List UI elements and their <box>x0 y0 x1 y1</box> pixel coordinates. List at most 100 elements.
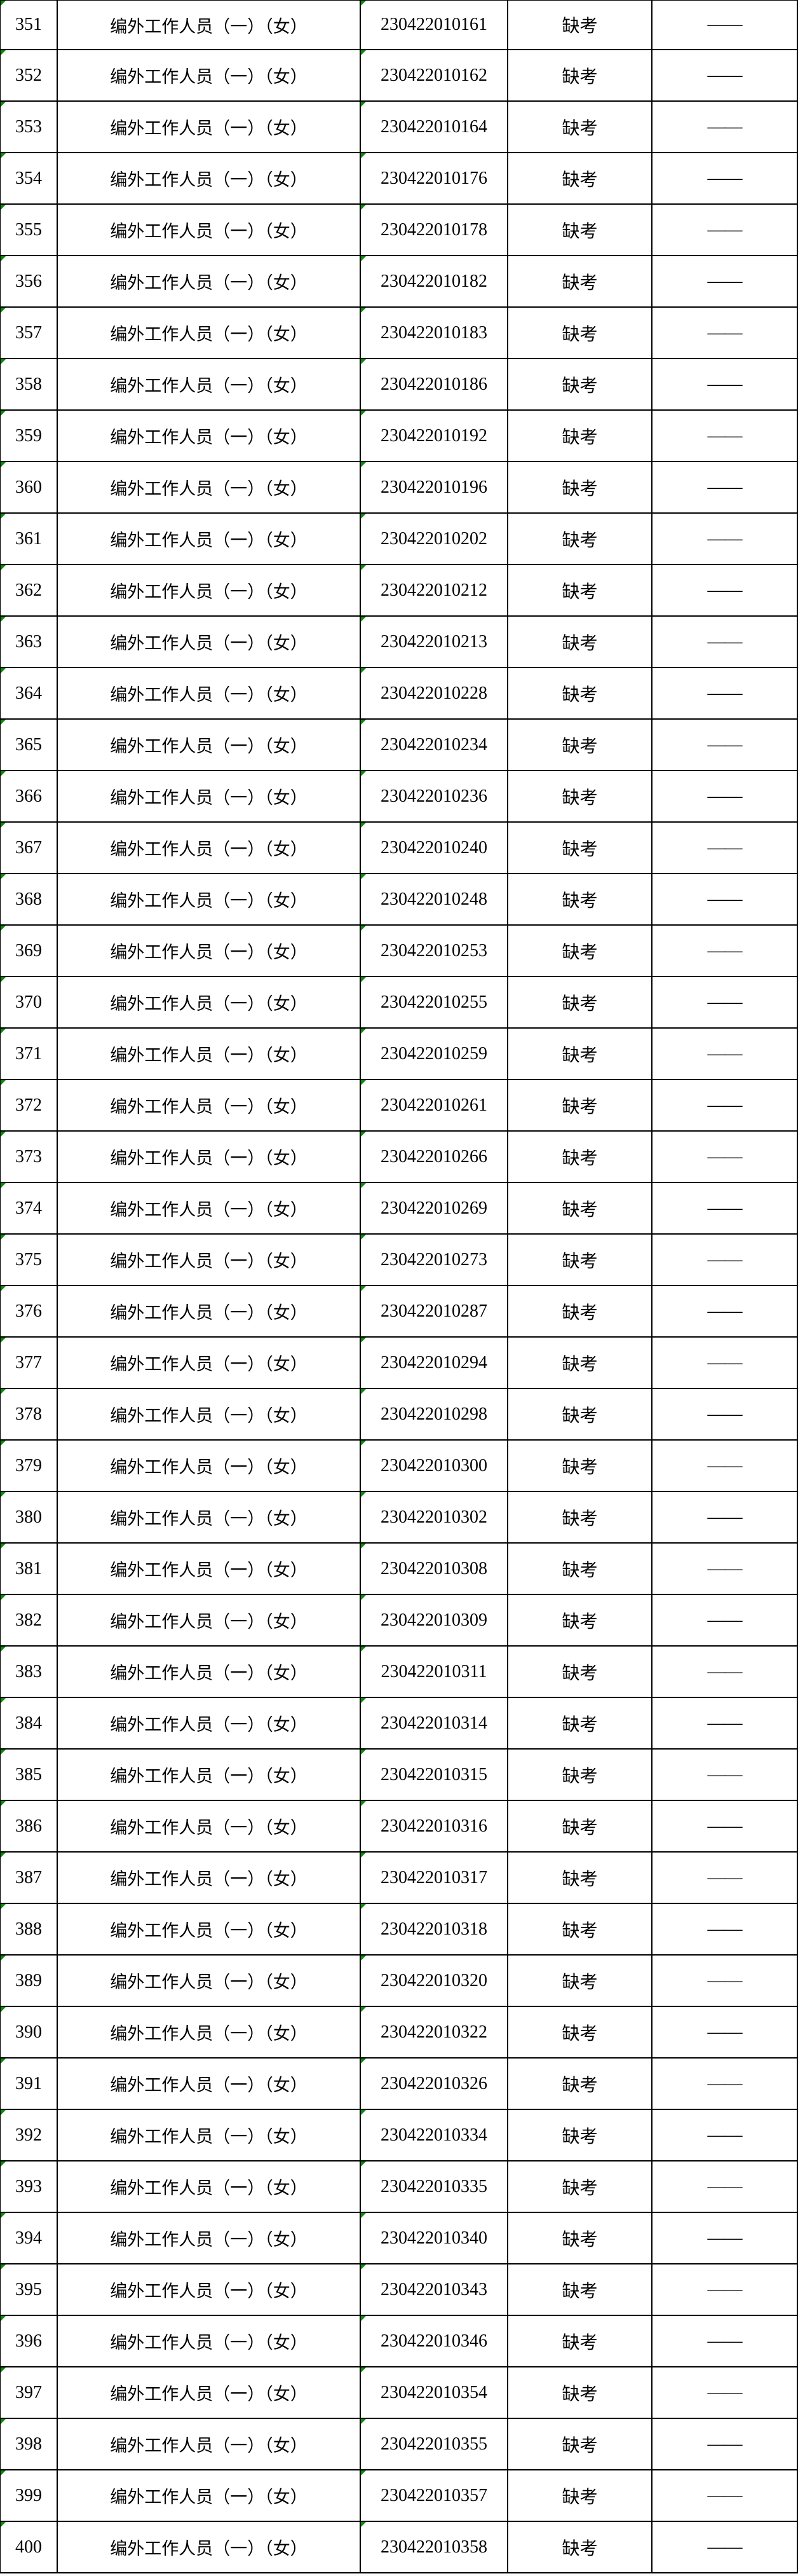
cell-row-number[interactable]: 384 <box>0 1697 58 1750</box>
cell-row-number[interactable]: 370 <box>0 976 58 1029</box>
cell-row-number[interactable]: 375 <box>0 1233 58 1286</box>
cell-result[interactable]: 缺考 <box>507 2315 653 2367</box>
cell-score[interactable]: —— <box>651 358 798 411</box>
cell-admission-number[interactable]: 230422010248 <box>360 873 508 926</box>
cell-result[interactable]: 缺考 <box>507 152 653 205</box>
cell-score[interactable]: —— <box>651 1903 798 1956</box>
cell-row-number[interactable]: 369 <box>0 924 58 977</box>
cell-result[interactable]: 缺考 <box>507 255 653 308</box>
cell-position[interactable]: 编外工作人员（一）（女） <box>57 152 361 205</box>
cell-row-number[interactable]: 392 <box>0 2109 58 2162</box>
cell-admission-number[interactable]: 230422010346 <box>360 2315 508 2367</box>
cell-admission-number[interactable]: 230422010236 <box>360 770 508 823</box>
cell-result[interactable]: 缺考 <box>507 49 653 102</box>
cell-score[interactable]: —— <box>651 821 798 874</box>
cell-admission-number[interactable]: 230422010162 <box>360 49 508 102</box>
cell-row-number[interactable]: 356 <box>0 255 58 308</box>
cell-row-number[interactable]: 352 <box>0 49 58 102</box>
cell-score[interactable]: —— <box>651 1491 798 1544</box>
cell-position[interactable]: 编外工作人员（一）（女） <box>57 615 361 668</box>
cell-admission-number[interactable]: 230422010320 <box>360 1954 508 2007</box>
cell-position[interactable]: 编外工作人员（一）（女） <box>57 1233 361 1286</box>
cell-result[interactable]: 缺考 <box>507 2366 653 2419</box>
cell-position[interactable]: 编外工作人员（一）（女） <box>57 1182 361 1235</box>
cell-row-number[interactable]: 373 <box>0 1130 58 1183</box>
cell-result[interactable]: 缺考 <box>507 100 653 153</box>
cell-row-number[interactable]: 377 <box>0 1336 58 1389</box>
cell-admission-number[interactable]: 230422010212 <box>360 564 508 617</box>
cell-result[interactable]: 缺考 <box>507 2263 653 2316</box>
cell-admission-number[interactable]: 230422010300 <box>360 1439 508 1492</box>
cell-admission-number[interactable]: 230422010164 <box>360 100 508 153</box>
cell-position[interactable]: 编外工作人员（一）（女） <box>57 2057 361 2110</box>
cell-result[interactable]: 缺考 <box>507 1491 653 1544</box>
cell-position[interactable]: 编外工作人员（一）（女） <box>57 1388 361 1441</box>
cell-position[interactable]: 编外工作人员（一）（女） <box>57 821 361 874</box>
cell-score[interactable]: —— <box>651 461 798 514</box>
cell-admission-number[interactable]: 230422010186 <box>360 358 508 411</box>
cell-position[interactable]: 编外工作人员（一）（女） <box>57 1800 361 1853</box>
cell-row-number[interactable]: 376 <box>0 1285 58 1338</box>
cell-row-number[interactable]: 364 <box>0 667 58 720</box>
cell-result[interactable]: 缺考 <box>507 358 653 411</box>
cell-position[interactable]: 编外工作人员（一）（女） <box>57 2469 361 2522</box>
cell-result[interactable]: 缺考 <box>507 976 653 1029</box>
cell-result[interactable]: 缺考 <box>507 770 653 823</box>
cell-row-number[interactable]: 363 <box>0 615 58 668</box>
cell-row-number[interactable]: 379 <box>0 1439 58 1492</box>
cell-score[interactable]: —— <box>651 770 798 823</box>
cell-result[interactable]: 缺考 <box>507 1542 653 1595</box>
cell-score[interactable]: —— <box>651 1130 798 1183</box>
cell-result[interactable]: 缺考 <box>507 718 653 771</box>
cell-score[interactable]: —— <box>651 1182 798 1235</box>
cell-row-number[interactable]: 382 <box>0 1594 58 1647</box>
cell-admission-number[interactable]: 230422010259 <box>360 1027 508 1080</box>
cell-row-number[interactable]: 381 <box>0 1542 58 1595</box>
cell-score[interactable]: —— <box>651 1079 798 1132</box>
cell-admission-number[interactable]: 230422010334 <box>360 2109 508 2162</box>
cell-row-number[interactable]: 362 <box>0 564 58 617</box>
cell-row-number[interactable]: 351 <box>0 0 58 50</box>
cell-admission-number[interactable]: 230422010315 <box>360 1748 508 1801</box>
cell-row-number[interactable]: 385 <box>0 1748 58 1801</box>
cell-row-number[interactable]: 355 <box>0 203 58 256</box>
cell-score[interactable]: —— <box>651 1388 798 1441</box>
cell-score[interactable]: —— <box>651 564 798 617</box>
cell-admission-number[interactable]: 230422010234 <box>360 718 508 771</box>
cell-result[interactable]: 缺考 <box>507 1079 653 1132</box>
cell-position[interactable]: 编外工作人员（一）（女） <box>57 100 361 153</box>
cell-score[interactable]: —— <box>651 512 798 565</box>
cell-row-number[interactable]: 353 <box>0 100 58 153</box>
cell-score[interactable]: —— <box>651 1851 798 1904</box>
cell-result[interactable]: 缺考 <box>507 2057 653 2110</box>
cell-position[interactable]: 编外工作人员（一）（女） <box>57 873 361 926</box>
cell-score[interactable]: —— <box>651 1748 798 1801</box>
cell-result[interactable]: 缺考 <box>507 924 653 977</box>
cell-result[interactable]: 缺考 <box>507 1439 653 1492</box>
cell-position[interactable]: 编外工作人员（一）（女） <box>57 770 361 823</box>
cell-result[interactable]: 缺考 <box>507 2469 653 2522</box>
cell-score[interactable]: —— <box>651 2315 798 2367</box>
cell-row-number[interactable]: 400 <box>0 2521 58 2573</box>
cell-result[interactable]: 缺考 <box>507 1027 653 1080</box>
cell-result[interactable]: 缺考 <box>507 2212 653 2264</box>
cell-admission-number[interactable]: 230422010326 <box>360 2057 508 2110</box>
cell-row-number[interactable]: 395 <box>0 2263 58 2316</box>
cell-admission-number[interactable]: 230422010228 <box>360 667 508 720</box>
cell-position[interactable]: 编外工作人员（一）（女） <box>57 1491 361 1544</box>
cell-row-number[interactable]: 380 <box>0 1491 58 1544</box>
cell-position[interactable]: 编外工作人员（一）（女） <box>57 306 361 359</box>
cell-score[interactable]: —— <box>651 1645 798 1698</box>
cell-position[interactable]: 编外工作人员（一）（女） <box>57 1336 361 1389</box>
cell-admission-number[interactable]: 230422010253 <box>360 924 508 977</box>
cell-score[interactable]: —— <box>651 1800 798 1853</box>
cell-position[interactable]: 编外工作人员（一）（女） <box>57 564 361 617</box>
cell-row-number[interactable]: 358 <box>0 358 58 411</box>
cell-admission-number[interactable]: 230422010294 <box>360 1336 508 1389</box>
cell-row-number[interactable]: 396 <box>0 2315 58 2367</box>
cell-admission-number[interactable]: 230422010202 <box>360 512 508 565</box>
cell-admission-number[interactable]: 230422010287 <box>360 1285 508 1338</box>
cell-score[interactable]: —— <box>651 0 798 50</box>
cell-score[interactable]: —— <box>651 615 798 668</box>
cell-admission-number[interactable]: 230422010354 <box>360 2366 508 2419</box>
